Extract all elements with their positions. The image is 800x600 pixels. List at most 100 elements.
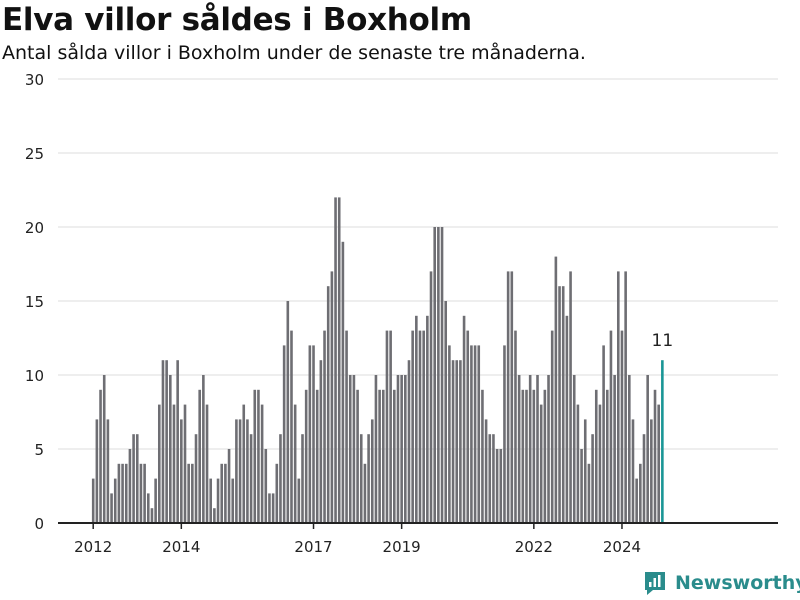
y-tick-label: 25 bbox=[25, 145, 44, 163]
bar bbox=[528, 375, 532, 523]
bar bbox=[594, 389, 598, 523]
bar bbox=[326, 286, 330, 523]
bar bbox=[139, 463, 143, 523]
bar bbox=[271, 493, 275, 523]
bar bbox=[315, 389, 319, 523]
x-tick-label: 2012 bbox=[74, 538, 112, 556]
bar bbox=[415, 315, 418, 523]
bar bbox=[554, 256, 558, 523]
bar bbox=[381, 389, 385, 523]
x-tick-label: 2017 bbox=[294, 538, 332, 556]
bar bbox=[102, 375, 106, 523]
data-label-last: 11 bbox=[652, 331, 674, 351]
bar bbox=[418, 330, 422, 523]
bar bbox=[459, 360, 462, 523]
bar bbox=[279, 434, 282, 523]
bar bbox=[297, 478, 301, 523]
bar bbox=[165, 360, 168, 523]
bar bbox=[334, 197, 337, 523]
bar bbox=[337, 197, 341, 523]
bar bbox=[91, 478, 95, 523]
bar bbox=[389, 330, 392, 523]
bar bbox=[150, 508, 154, 523]
bar bbox=[264, 449, 268, 523]
bar bbox=[286, 301, 290, 523]
bar bbox=[312, 345, 315, 523]
bar bbox=[532, 389, 536, 523]
x-tick-label: 2022 bbox=[515, 538, 553, 556]
bar bbox=[499, 449, 503, 523]
bar bbox=[290, 330, 293, 523]
bar bbox=[550, 330, 554, 523]
bar bbox=[598, 404, 602, 523]
bar bbox=[180, 419, 183, 523]
bar bbox=[477, 345, 481, 523]
bar bbox=[282, 345, 286, 523]
bar bbox=[308, 345, 312, 523]
bar bbox=[110, 493, 113, 523]
bar bbox=[128, 449, 132, 523]
bar bbox=[613, 375, 616, 523]
bar bbox=[117, 463, 121, 523]
bar bbox=[591, 434, 594, 523]
bar bbox=[572, 375, 576, 523]
bar bbox=[95, 419, 99, 523]
bar bbox=[462, 315, 466, 523]
bar bbox=[642, 434, 646, 523]
bar bbox=[157, 404, 161, 523]
bar bbox=[404, 375, 407, 523]
bar bbox=[224, 463, 227, 523]
bar bbox=[602, 345, 605, 523]
bar bbox=[422, 330, 425, 523]
bar bbox=[220, 463, 224, 523]
bar bbox=[213, 508, 216, 523]
bar bbox=[393, 389, 396, 523]
bar bbox=[473, 345, 477, 523]
bar bbox=[319, 360, 323, 523]
bar bbox=[488, 434, 492, 523]
bar bbox=[135, 434, 139, 523]
bar bbox=[536, 375, 539, 523]
bar bbox=[293, 404, 297, 523]
bar bbox=[470, 345, 473, 523]
bar bbox=[407, 360, 411, 523]
y-tick-label: 20 bbox=[25, 219, 44, 237]
bar bbox=[639, 463, 642, 523]
bar bbox=[558, 286, 561, 523]
bar bbox=[429, 271, 433, 523]
x-tick-label: 2014 bbox=[162, 538, 200, 556]
x-tick-label: 2019 bbox=[383, 538, 421, 556]
bar bbox=[191, 463, 194, 523]
bar bbox=[455, 360, 459, 523]
bar bbox=[609, 330, 613, 523]
bar bbox=[385, 330, 389, 523]
bar bbox=[176, 360, 179, 523]
bar bbox=[341, 241, 345, 524]
bar bbox=[631, 419, 635, 523]
bar bbox=[396, 375, 400, 523]
bar bbox=[323, 330, 326, 523]
bar bbox=[257, 389, 260, 523]
bar bbox=[635, 478, 638, 523]
bar bbox=[517, 375, 521, 523]
bar bbox=[235, 419, 238, 523]
bar bbox=[363, 463, 367, 523]
bar bbox=[253, 389, 257, 523]
bar bbox=[451, 360, 455, 523]
newsworthy-logo-text: Newsworthy bbox=[675, 572, 800, 594]
bar bbox=[587, 463, 591, 523]
bar bbox=[154, 478, 157, 523]
bar bbox=[543, 389, 547, 523]
y-tick-label: 15 bbox=[25, 293, 44, 311]
bar bbox=[304, 389, 308, 523]
bar bbox=[506, 271, 510, 523]
bar bbox=[260, 404, 264, 523]
bar bbox=[124, 463, 128, 523]
bar bbox=[569, 271, 572, 523]
bar bbox=[249, 434, 253, 523]
bar bbox=[521, 389, 525, 523]
bar bbox=[646, 375, 649, 523]
y-tick-label: 5 bbox=[34, 441, 44, 459]
bar bbox=[99, 389, 102, 523]
bar bbox=[448, 345, 451, 523]
